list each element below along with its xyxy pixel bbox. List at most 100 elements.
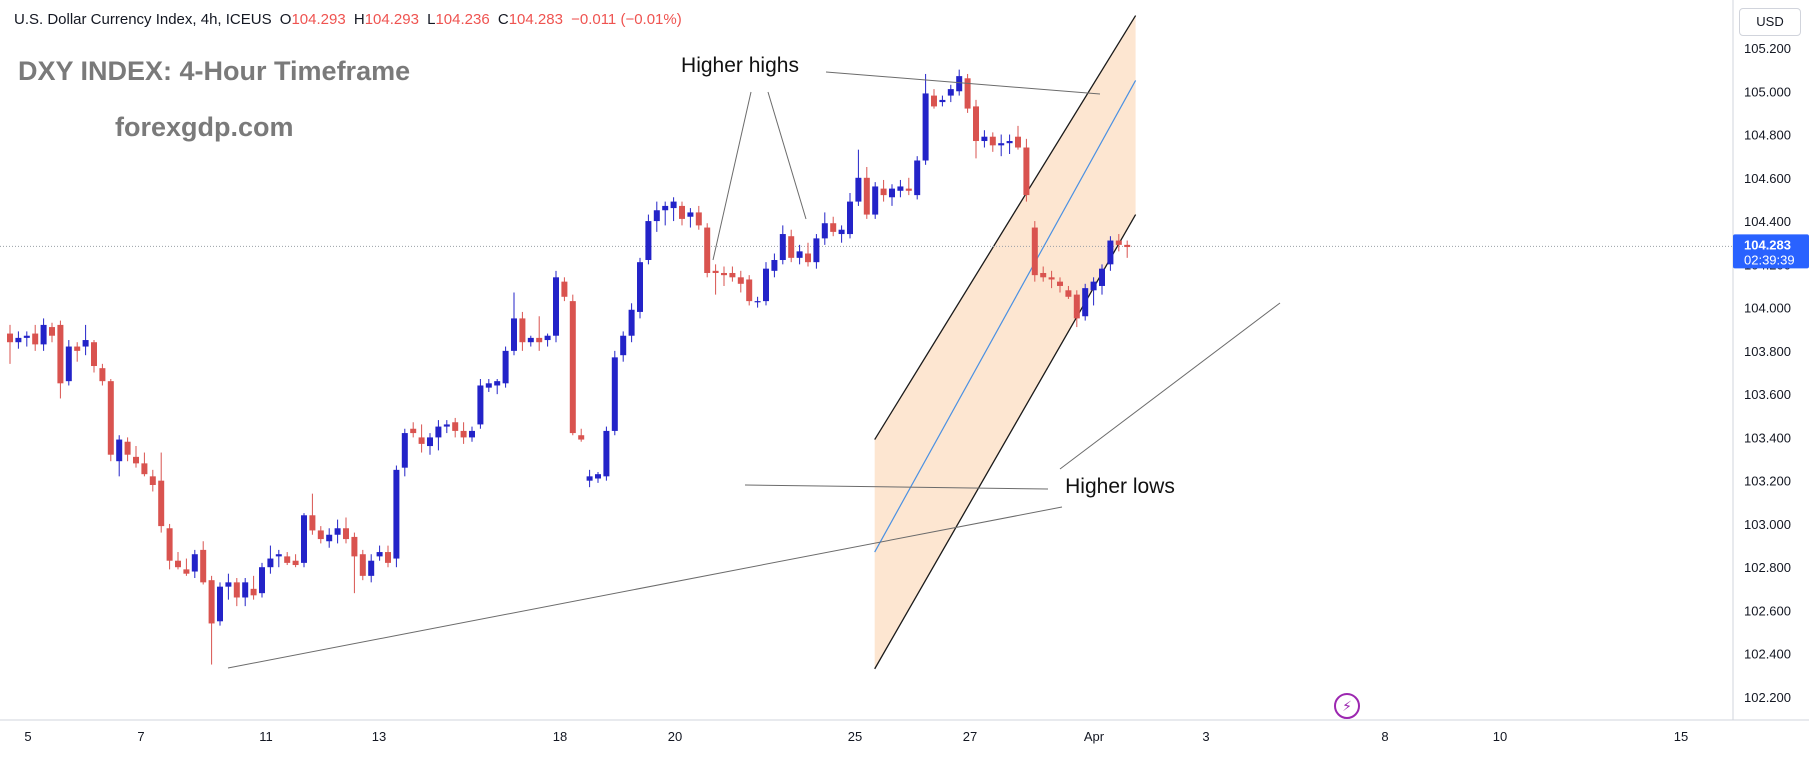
candle-body[interactable] [729, 272, 736, 278]
candle-body[interactable] [116, 439, 123, 462]
candle-body[interactable] [796, 251, 803, 258]
candle-body[interactable] [225, 582, 232, 587]
candle-body[interactable] [981, 136, 988, 142]
candle-body[interactable] [779, 234, 786, 261]
candle-body[interactable] [519, 318, 526, 343]
candle-body[interactable] [788, 236, 795, 258]
channel-upper-line[interactable] [874, 15, 1137, 440]
candle-body[interactable] [511, 318, 517, 351]
candle-body[interactable] [603, 430, 610, 477]
candle-body[interactable] [376, 552, 383, 557]
candle-body[interactable] [317, 530, 324, 540]
candle-body[interactable] [746, 279, 753, 302]
candle-body[interactable] [233, 582, 240, 598]
candle-body[interactable] [301, 515, 307, 563]
candle-body[interactable] [183, 569, 190, 574]
candle-body[interactable] [931, 95, 937, 107]
candle-body[interactable] [65, 346, 72, 382]
candle-body[interactable] [670, 201, 677, 209]
candle-body[interactable] [133, 456, 139, 464]
candle-body[interactable] [107, 381, 114, 455]
candle-body[interactable] [628, 309, 635, 336]
candle-body[interactable] [15, 337, 22, 343]
candle-body[interactable] [217, 586, 223, 622]
candle-body[interactable] [973, 106, 979, 142]
candle-body[interactable] [1082, 288, 1089, 317]
candle-body[interactable] [645, 221, 652, 261]
candle-body[interactable] [485, 383, 492, 388]
candle-body[interactable] [998, 143, 1005, 146]
candle-body[interactable] [334, 528, 341, 535]
candle-body[interactable] [805, 253, 811, 263]
candle-body[interactable] [40, 324, 47, 345]
candle-body[interactable] [771, 260, 778, 271]
candle-body[interactable] [1057, 281, 1063, 286]
candle-body[interactable] [267, 558, 274, 568]
candle-body[interactable] [200, 549, 207, 583]
candle-body[interactable] [452, 422, 459, 431]
candle-body[interactable] [897, 186, 904, 191]
candle-body[interactable] [737, 277, 744, 284]
candle-body[interactable] [847, 201, 853, 235]
candle-body[interactable] [82, 340, 89, 347]
candle-body[interactable] [435, 426, 442, 438]
channel-mid-line[interactable] [874, 80, 1137, 553]
candle-body[interactable] [124, 441, 131, 455]
candle-body[interactable] [443, 424, 450, 427]
candle-body[interactable] [695, 212, 702, 226]
candle-body[interactable] [964, 78, 971, 109]
candle-body[interactable] [7, 333, 13, 343]
candle-body[interactable] [1115, 240, 1122, 245]
currency-selector[interactable]: USD [1739, 8, 1801, 36]
candle-body[interactable] [99, 368, 106, 382]
candle-body[interactable] [57, 324, 64, 384]
candle-body[interactable] [166, 528, 173, 561]
candle-body[interactable] [91, 342, 97, 367]
candle-body[interactable] [1124, 244, 1131, 248]
candle-body[interactable] [477, 385, 484, 425]
candle-body[interactable] [544, 335, 551, 341]
candle-body[interactable] [1073, 294, 1080, 319]
candle-body[interactable] [939, 99, 946, 103]
candle-body[interactable] [662, 205, 669, 211]
candle-body[interactable] [502, 350, 509, 384]
candle-body[interactable] [1015, 136, 1021, 148]
candle-body[interactable] [905, 188, 912, 191]
candle-body[interactable] [872, 186, 879, 215]
candle-body[interactable] [586, 476, 593, 481]
candle-body[interactable] [259, 567, 265, 594]
candle-body[interactable] [1040, 272, 1047, 278]
candle-body[interactable] [679, 205, 685, 219]
candle-body[interactable] [275, 554, 282, 557]
candle-body[interactable] [1048, 277, 1055, 280]
candle-body[interactable] [569, 301, 576, 434]
candle-body[interactable] [418, 437, 425, 444]
candle-body[interactable] [401, 433, 408, 468]
candle-body[interactable] [1099, 268, 1105, 286]
candle-body[interactable] [653, 210, 660, 222]
candle-body[interactable] [595, 474, 601, 479]
candle-body[interactable] [880, 188, 887, 196]
candle-body[interactable] [611, 357, 618, 431]
candle-body[interactable] [393, 469, 400, 559]
candle-body[interactable] [922, 93, 929, 161]
candle-body[interactable] [1023, 147, 1030, 196]
candle-body[interactable] [637, 262, 643, 312]
candle-body[interactable] [914, 160, 921, 196]
candle-body[interactable] [830, 223, 837, 232]
candle-body[interactable] [855, 177, 862, 202]
candle-body[interactable] [536, 337, 543, 343]
candle-body[interactable] [191, 554, 198, 572]
candle-body[interactable] [292, 560, 299, 566]
candle-body[interactable] [410, 428, 417, 434]
candle-body[interactable] [956, 76, 963, 92]
candle-body[interactable] [1006, 141, 1013, 144]
candle-body[interactable] [158, 480, 165, 527]
candle-body[interactable] [1107, 240, 1114, 265]
candle-body[interactable] [763, 268, 769, 302]
candle-body[interactable] [620, 335, 627, 356]
candle-body[interactable] [23, 335, 30, 338]
candle-body[interactable] [284, 556, 291, 563]
candle-body[interactable] [494, 381, 501, 386]
